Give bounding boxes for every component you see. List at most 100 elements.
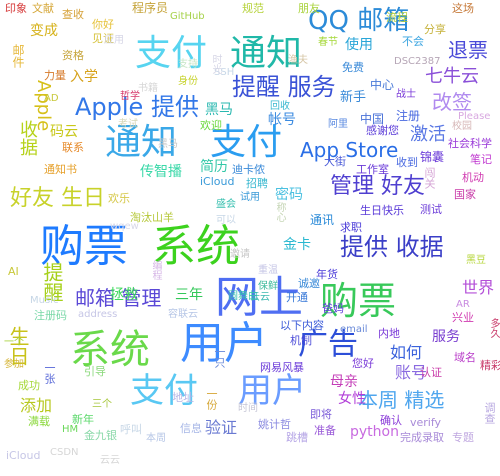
cloud-word: 欢乐 [108,192,130,205]
cloud-word: 女性 [338,391,366,407]
cloud-word: Music [30,295,59,306]
cloud-word: 见证 [92,32,114,45]
cloud-word: 精彩 [480,359,500,372]
cloud-word: 管理 好友 [330,174,425,199]
cloud-word: 书籍 [138,83,158,94]
cloud-word: 信息 [180,422,202,435]
cloud-word: 支付 [130,371,198,411]
cloud-word: 帐号 [268,112,296,128]
cloud-word: 生日快乐 [360,204,404,217]
cloud-word: 时光 [210,54,221,74]
cloud-word: 黑马 [158,139,178,150]
cloud-word: 邀请 [230,249,250,260]
cloud-word: 本周 精选 [358,388,445,412]
cloud-word: 春节 [318,37,338,48]
cloud-word: 诚邀 [298,277,320,290]
cloud-word: 这场 [452,2,474,15]
cloud-word: 黑豆 [466,255,486,266]
cloud-word: 查收 [62,8,84,21]
cloud-word: 你好 [92,18,114,31]
cloud-word: 考试 [118,119,138,130]
cloud-word: 参加 [4,359,24,370]
cloud-word: 世界 [462,278,495,297]
cloud-word: 专题 [452,431,474,444]
cloud-word: 阿里 [328,119,348,130]
cloud-word: 码云 [50,124,78,140]
cloud-word: 准备 [314,424,336,437]
cloud-word: 免费 [342,61,364,74]
cloud-word: 印象 [5,2,27,15]
cloud-word: iCloud [6,449,41,462]
cloud-word: 完成录取 [400,431,444,444]
cloud-word: 大街 [324,155,346,168]
cloud-word: 拯救 [110,287,138,303]
cloud-word: 传智播 [140,164,182,180]
cloud-word: 成功 [18,379,40,392]
cloud-word: 购票 [320,279,397,323]
cloud-word: 改签 [432,90,472,114]
cloud-word: 变成 [30,23,58,39]
cloud-word: QQ 邮箱 [308,6,410,36]
cloud-word: CSDN [50,447,79,458]
cloud-word: AD [44,93,59,104]
cloud-word: 开通 [286,291,308,304]
cloud-word: email [340,324,368,335]
cloud-word: 注册 [396,109,421,123]
cloud-word: iCloud [200,175,235,188]
cloud-word: 网上 [215,272,303,323]
cloud-word: 简历 [200,159,228,175]
cloud-word: 金卡 [283,237,311,253]
cloud-word: 用户 [238,371,306,411]
cloud-word: 容联云 [168,309,198,320]
cloud-word: 一个 [4,337,24,348]
cloud-word: 内地 [378,327,400,340]
cloud-word: 入学 [70,69,98,85]
cloud-word: 盛会 [216,199,236,210]
cloud-word: verify [410,416,442,429]
cloud-word: 认证 [420,366,442,379]
cloud-word: 工作室 [356,163,389,176]
cloud-word: AR [456,299,470,310]
cloud-word: 邮件 [11,44,25,68]
cloud-word: 联系 [62,141,84,154]
cloud-word: 可以 [216,215,236,226]
cloud-word: DSC2387 [394,56,441,67]
cloud-word: 母亲 [330,374,358,390]
cloud-word: python [350,424,399,440]
cloud-word: 调查 [483,402,496,424]
cloud-word: 一张 [43,362,56,384]
cloud-word: 引导 [84,365,106,378]
cloud-word: 淘汰山羊 [130,211,174,224]
cloud-word: 姚计哲 [258,418,291,431]
cloud-word: 本周 [146,433,166,444]
cloud-word: 提供 收据 [340,233,444,261]
cloud-word: wqew [110,221,139,232]
cloud-word: 哲学 [120,91,140,102]
cloud-word: 锦囊 [420,150,445,164]
cloud-word: 一只 [213,346,226,368]
cloud-word: 感谢您 [366,124,399,137]
cloud-word: 三个 [92,399,112,410]
cloud-word: 通知书 [44,163,77,176]
cloud-word: 收到 [396,156,418,169]
cloud-word: HM [62,424,79,435]
cloud-word: 提醒 服务 [232,73,336,101]
cloud-word: 闯关 [423,167,436,189]
cloud-word: 激活 [410,124,446,145]
cloud-word: 国家 [454,188,476,201]
cloud-word: 校园 [452,121,472,132]
cloud-word: 服务 [432,329,460,345]
cloud-word: 程序员 [132,1,169,15]
cloud-word: 中心 [370,78,395,92]
cloud-word: 规范 [242,2,264,15]
cloud-word: 兴业 [452,311,474,324]
cloud-word: 收据 [17,120,38,156]
cloud-word: 七牛云 [425,66,479,87]
cloud-word: 以下内容 [280,319,324,332]
cloud-word: 招聘 [246,177,268,190]
cloud-word: 机制 [290,334,312,347]
cloud-word: 试用 [240,192,260,203]
cloud-word: 金九银 [84,429,117,442]
cloud-word: 跳槽 [286,431,308,444]
cloud-word: 即将 [310,408,332,421]
